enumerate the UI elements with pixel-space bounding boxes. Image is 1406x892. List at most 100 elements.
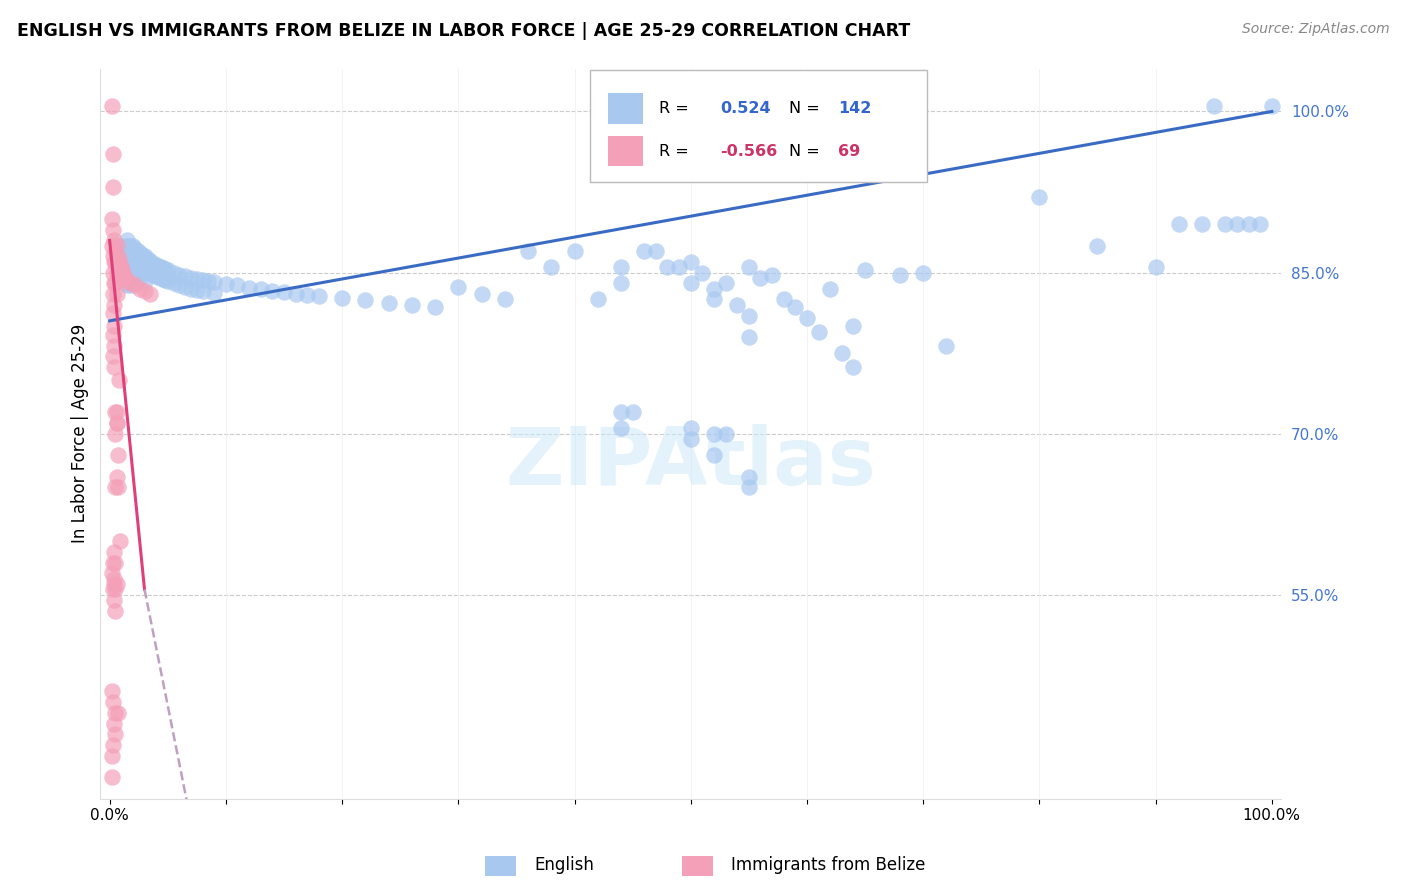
Point [142,268,165,282]
Point [162,266,184,280]
Point [564,244,586,258]
Point [104,556,127,570]
Point [138,264,160,278]
Point [679,255,702,269]
Point [127,268,149,283]
Point [127,244,149,258]
Point [180,282,202,296]
Point [103,572,125,586]
Point [115,255,138,269]
Point [169,278,191,293]
Point [101,770,124,784]
Point [124,278,146,293]
Point [105,287,128,301]
Point [103,360,125,375]
Y-axis label: In Labor Force | Age 25-29: In Labor Force | Age 25-29 [72,324,89,543]
Point [135,263,157,277]
Point [120,266,142,280]
Point [1028,190,1050,204]
Point [679,432,702,446]
Point [1237,217,1260,231]
Point [145,268,167,283]
Point [108,257,131,271]
Point [377,295,399,310]
Point [714,277,737,291]
Text: 142: 142 [838,101,872,116]
Point [725,298,748,312]
Point [103,545,125,559]
Point [117,252,139,267]
Point [1226,217,1249,231]
Point [120,278,142,293]
Point [104,255,127,269]
Point [692,266,714,280]
Point [105,416,128,430]
Point [115,266,138,280]
Point [935,338,957,352]
Point [103,319,125,334]
Point [703,282,725,296]
Point [1191,217,1213,231]
Point [738,330,761,344]
Point [127,257,149,271]
Point [112,255,135,269]
Point [156,263,179,277]
Point [180,271,202,285]
Point [115,274,138,288]
Point [761,268,783,282]
Point [108,534,131,549]
Point [101,238,124,252]
Point [330,291,353,305]
Point [273,285,295,299]
Point [104,277,127,291]
Point [101,349,124,363]
Point [101,249,124,263]
Point [117,266,139,280]
Point [215,277,238,292]
Point [668,260,690,275]
Point [101,147,124,161]
Point [738,309,761,323]
Point [186,272,208,286]
Point [104,426,127,441]
Point [131,248,153,262]
Point [108,373,131,387]
Point [101,266,124,280]
Point [107,260,129,275]
Point [156,274,179,288]
Point [818,282,841,296]
Point [115,277,138,291]
Text: 69: 69 [838,144,860,159]
Text: Immigrants from Belize: Immigrants from Belize [731,856,925,874]
Point [831,346,853,360]
Point [262,284,284,298]
Point [162,277,184,291]
Point [703,448,725,462]
Point [494,293,516,307]
Point [105,237,128,252]
Point [108,268,131,282]
Point [107,448,129,462]
Point [610,405,633,419]
Point [107,480,129,494]
Point [138,252,160,267]
Point [101,222,124,236]
Point [105,405,128,419]
Point [796,310,818,325]
Point [134,274,156,288]
Point [354,293,377,308]
Point [1167,217,1189,231]
Point [134,262,156,277]
Point [226,278,249,293]
Point [115,249,138,263]
Point [134,284,156,298]
Point [148,259,170,273]
Point [120,252,142,267]
Point [1249,217,1271,231]
Point [124,255,146,269]
Point [115,238,138,252]
Point [117,238,139,252]
Point [128,259,150,273]
Point [141,267,163,281]
Point [101,306,124,320]
